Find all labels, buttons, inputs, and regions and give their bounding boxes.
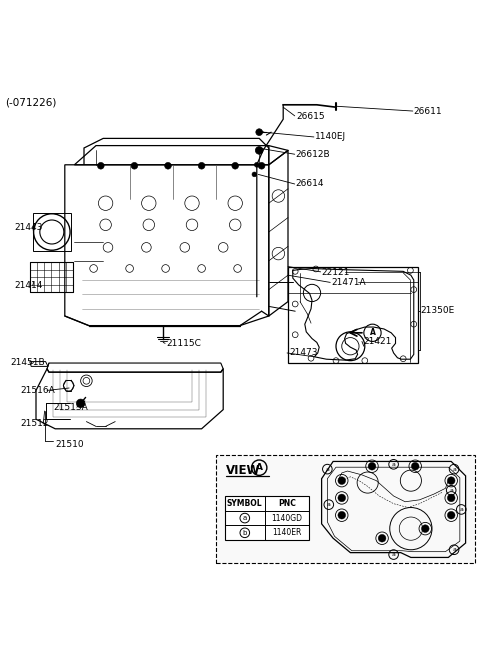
Text: a: a [452,547,456,552]
Circle shape [411,462,419,470]
Circle shape [338,477,346,485]
Text: a: a [459,507,463,512]
Text: 26612B: 26612B [296,150,330,159]
Text: 1140GD: 1140GD [271,514,302,523]
Text: 21421: 21421 [363,337,391,346]
Text: 26611: 26611 [414,106,443,115]
Text: 21350E: 21350E [420,306,455,316]
Circle shape [198,163,205,169]
Circle shape [165,163,171,169]
Circle shape [368,462,376,470]
Text: 22121: 22121 [322,268,350,277]
Bar [288,266,418,363]
Circle shape [338,494,346,502]
Text: b: b [340,495,344,501]
Circle shape [255,146,263,154]
Text: 26614: 26614 [296,180,324,188]
Bar [30,262,73,292]
Circle shape [338,512,346,519]
Circle shape [378,535,386,542]
Text: A: A [370,328,375,337]
Text: 21443: 21443 [14,222,43,232]
Text: a: a [449,488,453,493]
Circle shape [131,163,138,169]
Text: 21471A: 21471A [331,278,366,287]
Text: b: b [340,513,344,518]
Text: b: b [340,478,344,483]
Text: a: a [452,466,456,472]
Bar [33,213,71,251]
Circle shape [252,172,257,177]
Text: b: b [370,464,374,469]
Text: 21513A: 21513A [54,403,88,412]
Bar [225,496,309,540]
Text: a: a [392,552,396,557]
Text: 21473: 21473 [289,348,317,358]
Text: 1140EJ: 1140EJ [315,133,346,142]
Text: b: b [413,464,417,469]
Circle shape [97,163,104,169]
Circle shape [256,129,263,136]
Text: 21414: 21414 [14,281,43,290]
Text: a: a [392,462,396,467]
Text: b: b [449,478,453,483]
Text: a: a [243,515,247,521]
Circle shape [421,525,429,533]
Text: 21516A: 21516A [20,386,55,395]
Text: PNC: PNC [278,499,296,508]
Text: a: a [325,466,329,472]
Text: SYMBOL: SYMBOL [227,499,263,508]
Text: 26615: 26615 [297,112,325,121]
Text: b: b [423,526,427,531]
Circle shape [447,494,455,502]
Text: b: b [242,530,247,536]
Text: b: b [380,536,384,541]
Circle shape [447,512,455,519]
Circle shape [447,477,455,485]
Circle shape [76,399,85,407]
Text: 21451B: 21451B [11,358,45,367]
Text: 21512: 21512 [20,419,48,428]
Text: b: b [449,513,453,518]
Text: (-071226): (-071226) [5,98,56,108]
Text: a: a [327,502,331,507]
Text: 21510: 21510 [55,440,84,449]
Text: 21115C: 21115C [166,339,201,348]
Text: 1140ER: 1140ER [272,528,301,537]
Circle shape [258,163,265,169]
Circle shape [254,163,259,167]
Circle shape [232,163,239,169]
Bar [216,455,475,564]
Text: VIEW: VIEW [226,464,260,477]
Text: A: A [256,463,263,472]
Text: b: b [449,495,453,501]
